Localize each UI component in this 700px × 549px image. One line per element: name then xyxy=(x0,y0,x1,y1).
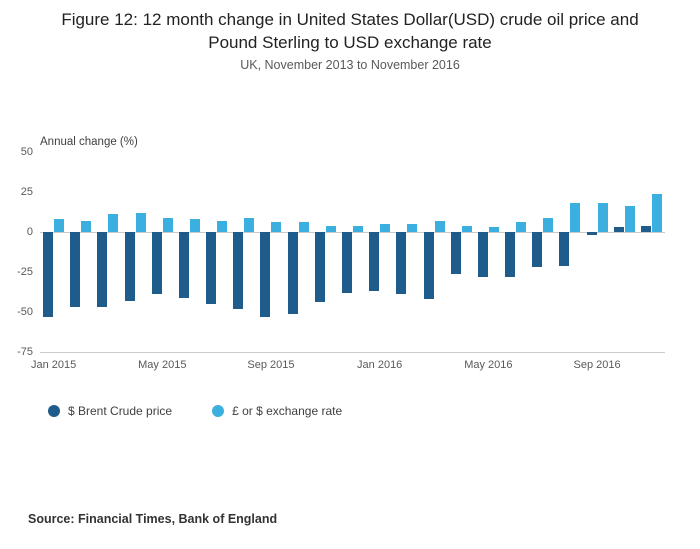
bar-fx-oct-2015 xyxy=(298,222,309,232)
bar-fx-jul-2015 xyxy=(217,220,228,232)
bar-fx-nov-2015 xyxy=(325,225,336,232)
bar-fx-feb-2015 xyxy=(81,220,92,232)
y-axis-tick-label: -75 xyxy=(17,346,33,358)
bar-fx-jul-2016 xyxy=(543,217,554,232)
legend-item-exchange-rate: £ or $ exchange rate xyxy=(212,404,342,418)
y-axis: 50 25 0 -25 -50 -75 xyxy=(0,146,33,358)
bar-brent-jul-2015 xyxy=(206,232,217,304)
bar-fx-apr-2015 xyxy=(135,212,146,232)
source-text: Source: Financial Times, Bank of England xyxy=(28,512,278,526)
chart-title: Figure 12: 12 month change in United Sta… xyxy=(61,10,639,53)
bar-brent-aug-2015 xyxy=(233,232,244,309)
bar-brent-jan-2015 xyxy=(43,232,54,317)
bar-fx-jun-2015 xyxy=(189,219,200,232)
bar-brent-may-2016 xyxy=(477,232,488,277)
bar-fx-feb-2016 xyxy=(407,224,418,232)
bar-brent-jan-2016 xyxy=(369,232,380,292)
bar-brent-nov-2015 xyxy=(314,232,325,303)
bar-brent-dec-2015 xyxy=(342,232,352,293)
legend-label-exchange-rate: £ or $ exchange rate xyxy=(232,404,343,418)
legend-label-brent-crude: $ Brent Crude price xyxy=(68,404,173,418)
x-axis-tick-label: Sep 2016 xyxy=(573,359,621,371)
y-axis-tick-label: 50 xyxy=(20,146,33,158)
bar-fx-jan-2015 xyxy=(54,219,65,232)
x-axis-tick-label: May 2016 xyxy=(464,359,513,371)
bar-brent-sep-2016 xyxy=(586,232,597,236)
bar-brent-may-2015 xyxy=(151,232,162,295)
bar-fx-jan-2016 xyxy=(380,224,391,232)
bar-fx-sep-2015 xyxy=(271,222,282,232)
legend-item-brent-crude: $ Brent Crude price xyxy=(48,404,172,418)
x-axis-tick-label: Jan 2016 xyxy=(357,359,403,371)
y-axis-tick-label: -50 xyxy=(17,306,33,318)
chart-subtitle: UK, November 2013 to November 2016 xyxy=(240,58,460,72)
bar-brent-oct-2016 xyxy=(613,227,624,232)
bar-fx-nov-2016 xyxy=(651,193,662,232)
x-axis-tick-label: Jan 2015 xyxy=(30,359,77,371)
bar-fx-mar-2015 xyxy=(108,214,119,232)
bar-fx-aug-2015 xyxy=(244,217,255,232)
bar-fx-may-2016 xyxy=(488,227,499,232)
legend-swatch-exchange-rate xyxy=(212,405,225,417)
x-axis: Jan 2015 May 2015 Sep 2015 Jan 2016 May 2016… xyxy=(31,359,665,375)
bar-fx-oct-2016 xyxy=(624,206,635,232)
bar-brent-jul-2016 xyxy=(532,232,543,268)
x-axis-tick-label: Sep 2015 xyxy=(247,359,295,371)
bar-brent-sep-2015 xyxy=(260,232,271,317)
zero-baseline xyxy=(40,232,665,233)
legend: $ Brent Crude price £ or $ exchange rate xyxy=(48,404,342,418)
bar-fx-sep-2016 xyxy=(597,203,608,232)
bar-fx-may-2015 xyxy=(162,217,173,232)
y-axis-tick-label: 25 xyxy=(20,186,33,198)
bar-brent-apr-2015 xyxy=(124,232,135,301)
bar-brent-feb-2016 xyxy=(396,232,407,295)
y-axis-tick-label: -25 xyxy=(17,266,33,278)
plot-area xyxy=(40,152,665,353)
bar-fx-jun-2016 xyxy=(516,222,527,232)
x-axis-tick-label: May 2015 xyxy=(138,359,187,371)
bar-brent-feb-2015 xyxy=(70,232,81,308)
y-axis-title: Annual change (%) xyxy=(40,136,138,148)
legend-swatch-brent-crude xyxy=(48,405,60,417)
bar-brent-jun-2016 xyxy=(505,232,516,277)
bar-fx-apr-2016 xyxy=(461,225,472,232)
bar-brent-mar-2015 xyxy=(97,232,108,308)
bar-fx-dec-2015 xyxy=(353,225,363,232)
bar-brent-nov-2016 xyxy=(640,225,651,232)
bar-fx-mar-2016 xyxy=(434,220,445,232)
bar-brent-jun-2015 xyxy=(178,232,189,298)
bar-brent-mar-2016 xyxy=(423,232,434,300)
y-axis-tick-label: 0 xyxy=(26,226,33,238)
bar-brent-apr-2016 xyxy=(450,232,461,274)
bar-brent-oct-2015 xyxy=(287,232,298,314)
bar-brent-aug-2016 xyxy=(559,232,570,266)
bar-fx-aug-2016 xyxy=(570,203,581,232)
